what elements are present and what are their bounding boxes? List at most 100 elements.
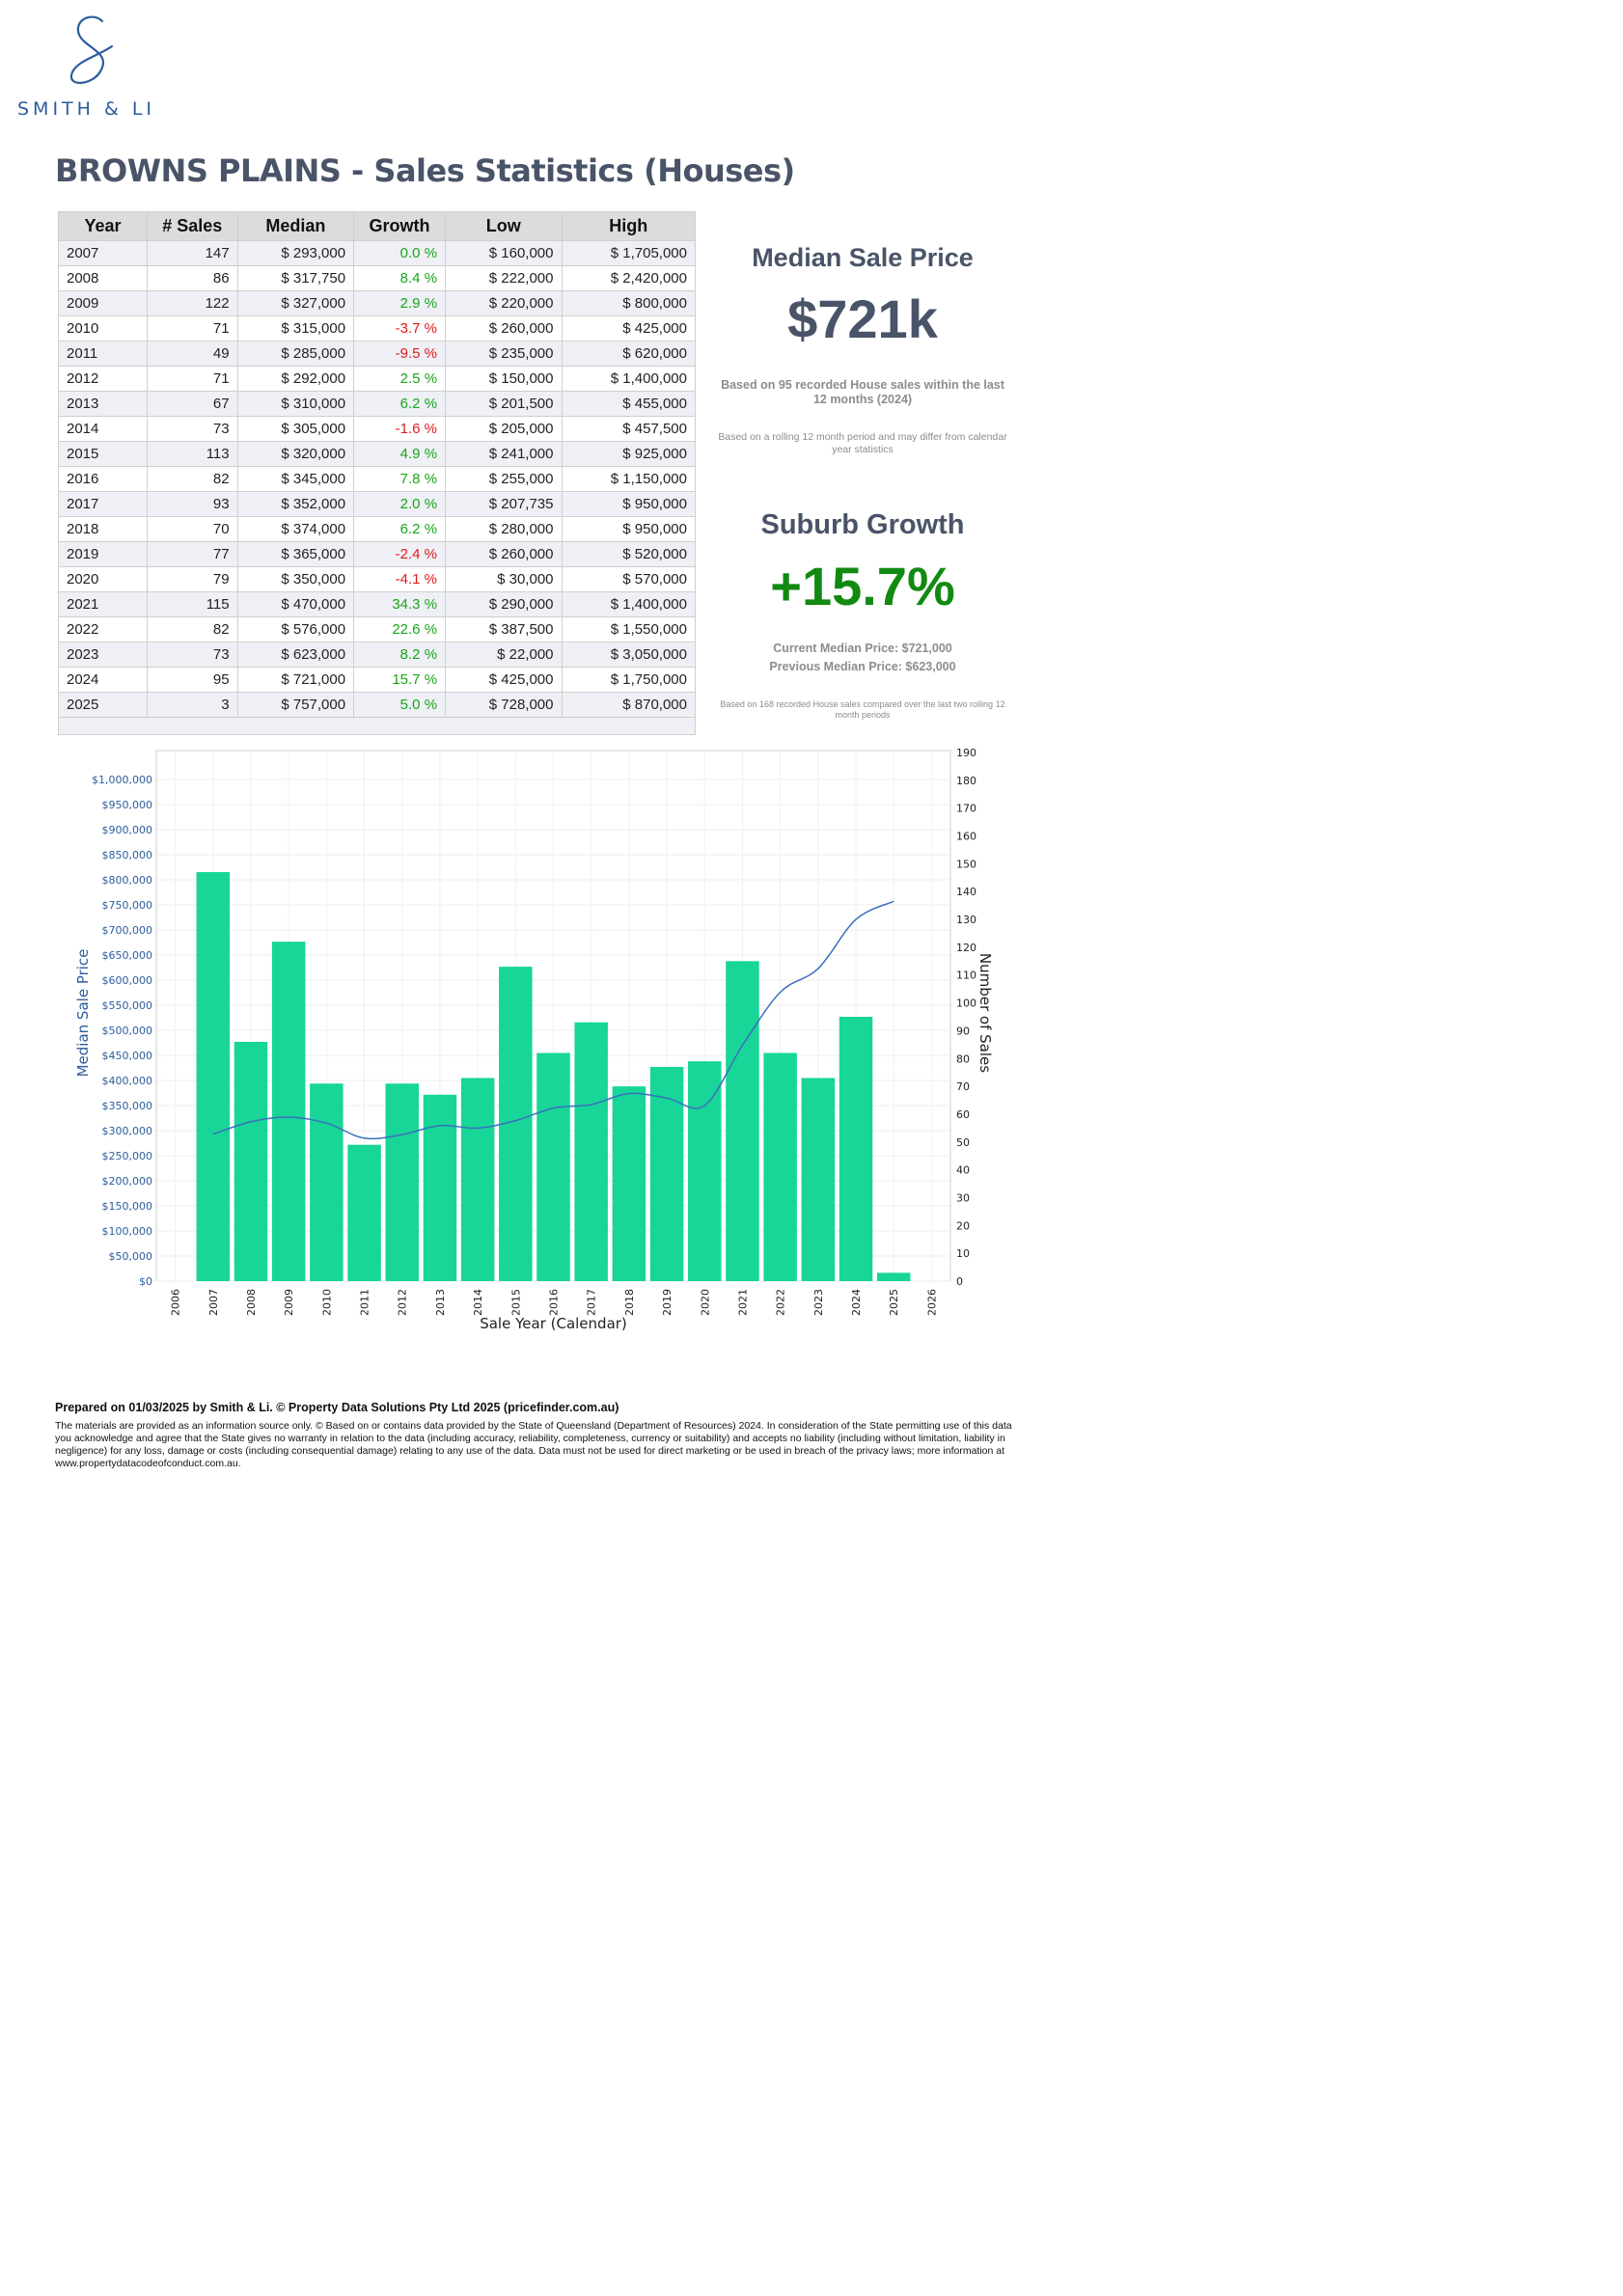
cell-median: $ 374,000: [236, 516, 355, 542]
cell-growth: -3.7 %: [353, 315, 447, 342]
table-row: 2023 73 $ 623,000 8.2 % $ 22,000 $ 3,050,000: [58, 642, 696, 668]
cell-growth: 2.0 %: [353, 491, 447, 517]
y-tick-label: $800,000: [102, 874, 153, 887]
rolling-period-note: Based on a rolling 12 month period and m…: [718, 431, 1007, 455]
cell-growth: 5.0 %: [353, 692, 447, 718]
cell-sales: 82: [147, 616, 238, 642]
table-row: 2014 73 $ 305,000 -1.6 % $ 205,000 $ 457,500: [58, 416, 696, 442]
column-header-median: Median: [236, 211, 355, 241]
table-row: 2024 95 $ 721,000 15.7 % $ 425,000 $ 1,750,00…: [58, 667, 696, 693]
cell-growth: 2.5 %: [353, 366, 447, 392]
x-tick-label: 2023: [812, 1289, 825, 1316]
y-tick-label: $250,000: [102, 1150, 153, 1162]
bar: [763, 1052, 797, 1281]
table-row: 2013 67 $ 310,000 6.2 % $ 201,500 $ 455,000: [58, 391, 696, 417]
y-tick-label: $350,000: [102, 1100, 153, 1112]
prepared-by-text: Prepared on 01/03/2025 by Smith & Li. © …: [55, 1401, 619, 1414]
cell-high: $ 620,000: [561, 341, 696, 367]
cell-year: 2023: [58, 642, 148, 668]
cell-sales: 86: [147, 265, 238, 291]
bar: [460, 1078, 495, 1281]
cell-growth: 8.4 %: [353, 265, 447, 291]
cell-high: $ 870,000: [561, 692, 696, 718]
x-tick-label: 2008: [245, 1289, 258, 1316]
cell-high: $ 1,750,000: [561, 667, 696, 693]
table-row: 2012 71 $ 292,000 2.5 % $ 150,000 $ 1,400,000: [58, 366, 696, 392]
table-row: 2017 93 $ 352,000 2.0 % $ 207,735 $ 950,000: [58, 491, 696, 517]
suburb-growth-value: +15.7%: [770, 556, 955, 616]
brand-name: SMITH & LI: [17, 98, 156, 120]
cell-median: $ 350,000: [236, 566, 355, 592]
cell-year: 2018: [58, 516, 148, 542]
cell-median: $ 757,000: [236, 692, 355, 718]
cell-low: $ 728,000: [445, 692, 563, 718]
cell-high: $ 1,705,000: [561, 240, 696, 266]
x-tick-label: 2026: [925, 1289, 938, 1316]
column-header-low: Low: [445, 211, 563, 241]
y2-tick-label: 60: [956, 1108, 970, 1121]
cell-high: $ 2,420,000: [561, 265, 696, 291]
cell-high: $ 950,000: [561, 491, 696, 517]
table-row: 2020 79 $ 350,000 -4.1 % $ 30,000 $ 570,000: [58, 566, 696, 592]
cell-year: 2011: [58, 341, 148, 367]
bar: [234, 1041, 268, 1281]
table-row: 2009 122 $ 327,000 2.9 % $ 220,000 $ 800,000: [58, 290, 696, 316]
cell-high: $ 570,000: [561, 566, 696, 592]
cell-year: 2010: [58, 315, 148, 342]
cell-median: $ 305,000: [236, 416, 355, 442]
cell-low: $ 425,000: [445, 667, 563, 693]
bar: [839, 1017, 873, 1281]
cell-median: $ 320,000: [236, 441, 355, 467]
bar: [574, 1022, 608, 1281]
cell-sales: 79: [147, 566, 238, 592]
cell-year: 2009: [58, 290, 148, 316]
cell-low: $ 205,000: [445, 416, 563, 442]
table-row: 2018 70 $ 374,000 6.2 % $ 280,000 $ 950,000: [58, 516, 696, 542]
cell-year: 2019: [58, 541, 148, 567]
cell-low: $ 280,000: [445, 516, 563, 542]
cell-sales: 82: [147, 466, 238, 492]
x-tick-label: 2014: [472, 1289, 484, 1316]
cell-growth: 6.2 %: [353, 516, 447, 542]
cell-high: $ 425,000: [561, 315, 696, 342]
y-tick-label: $550,000: [102, 999, 153, 1012]
cell-low: $ 260,000: [445, 541, 563, 567]
disclaimer-text: The materials are provided as an informa…: [55, 1420, 1012, 1469]
cell-sales: 147: [147, 240, 238, 266]
y2-tick-label: 180: [956, 775, 977, 787]
cell-low: $ 290,000: [445, 591, 563, 617]
cell-median: $ 721,000: [236, 667, 355, 693]
cell-low: $ 220,000: [445, 290, 563, 316]
cell-sales: 70: [147, 516, 238, 542]
cell-median: $ 352,000: [236, 491, 355, 517]
y2-tick-label: 10: [956, 1247, 970, 1260]
cell-low: $ 222,000: [445, 265, 563, 291]
cell-low: $ 241,000: [445, 441, 563, 467]
cell-sales: 113: [147, 441, 238, 467]
x-tick-label: 2011: [359, 1289, 371, 1316]
x-tick-label: 2007: [207, 1289, 220, 1316]
cell-growth: 0.0 %: [353, 240, 447, 266]
cell-growth: 22.6 %: [353, 616, 447, 642]
bar: [876, 1272, 911, 1281]
cell-growth: 8.2 %: [353, 642, 447, 668]
y-tick-label: $950,000: [102, 799, 153, 811]
cell-growth: -9.5 %: [353, 341, 447, 367]
cell-year: 2012: [58, 366, 148, 392]
cell-median: $ 315,000: [236, 315, 355, 342]
cell-growth: 2.9 %: [353, 290, 447, 316]
cell-sales: 93: [147, 491, 238, 517]
cell-growth: 4.9 %: [353, 441, 447, 467]
table-row: 2016 82 $ 345,000 7.8 % $ 255,000 $ 1,150,000: [58, 466, 696, 492]
cell-year: 2017: [58, 491, 148, 517]
table-body: 2007 147 $ 293,000 0.0 % $ 160,000 $ 1,705,00…: [58, 240, 696, 735]
y-tick-label: $900,000: [102, 824, 153, 836]
y-axis-title: Median Sale Price: [74, 949, 92, 1078]
x-tick-label: 2024: [850, 1289, 863, 1316]
y-tick-label: $500,000: [102, 1025, 153, 1037]
cell-median: $ 293,000: [236, 240, 355, 266]
cell-high: $ 1,400,000: [561, 366, 696, 392]
cell-year: 2014: [58, 416, 148, 442]
y2-tick-label: 50: [956, 1136, 970, 1149]
logo-monogram-icon: [69, 15, 114, 84]
